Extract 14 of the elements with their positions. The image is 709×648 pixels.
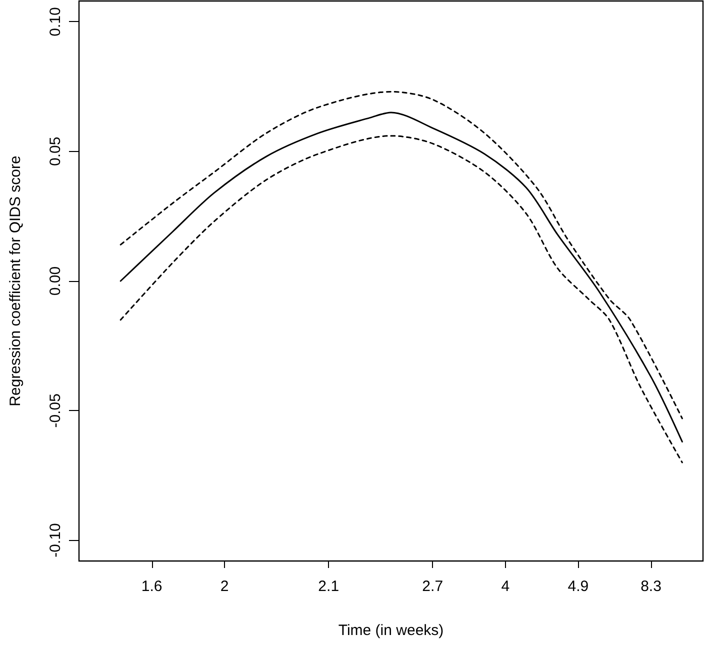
x-axis-title: Time (in weeks): [338, 622, 444, 639]
y-axis-title: Regression coefficient for QIDS score: [7, 156, 24, 406]
x-tick-label: 4: [501, 578, 510, 595]
x-tick-label: 8.3: [640, 578, 662, 595]
y-tick-label: 0.05: [47, 136, 64, 166]
y-tick-label: 0.00: [47, 266, 64, 296]
y-tick-label: 0.10: [47, 7, 64, 36]
x-tick-label: 2.1: [318, 578, 340, 595]
y-tick-label: -0.05: [47, 394, 64, 428]
x-tick-label: 4.9: [568, 578, 589, 595]
x-tick-label: 1.6: [141, 578, 162, 595]
x-tick-label: 2.7: [422, 578, 444, 595]
y-tick-label: -0.10: [47, 523, 64, 558]
x-tick-label: 2: [220, 578, 229, 595]
